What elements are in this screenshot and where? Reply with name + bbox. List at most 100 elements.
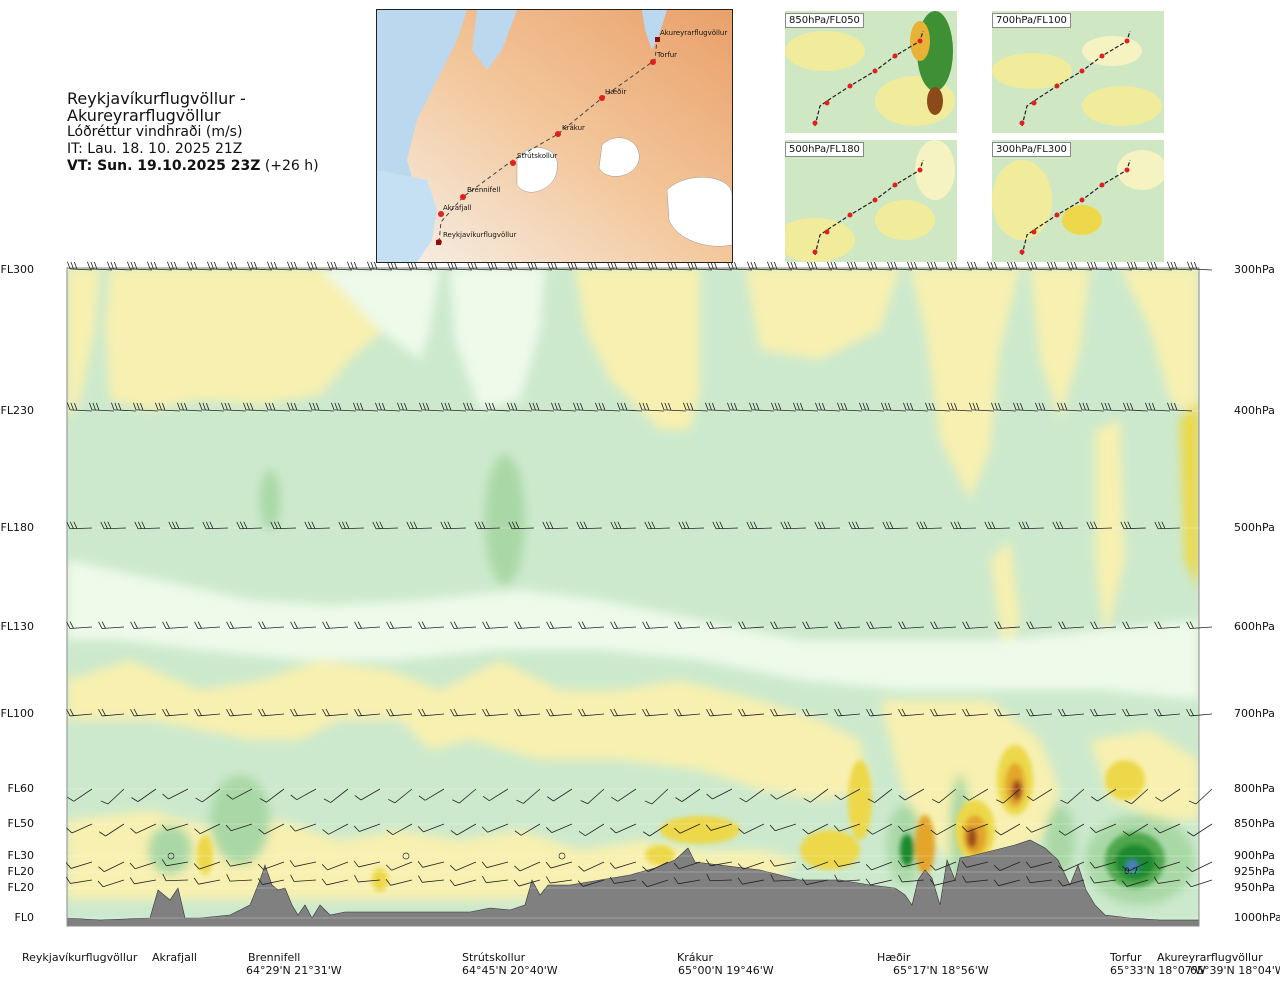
wind-barb bbox=[866, 823, 893, 835]
wind-barb bbox=[994, 708, 1021, 717]
wind-barb bbox=[98, 621, 125, 629]
wind-barb bbox=[347, 261, 373, 271]
wind-barb bbox=[595, 402, 621, 412]
wind-barb bbox=[130, 621, 157, 629]
wind-barb bbox=[450, 823, 477, 836]
wind-barb bbox=[1123, 402, 1149, 412]
thumbnail-850hpa[interactable]: 850hPa/FL050 bbox=[785, 11, 957, 133]
wind-barb bbox=[815, 402, 841, 412]
wind-barb bbox=[984, 521, 1011, 530]
wind-barb bbox=[827, 261, 853, 271]
station-coord: 65°33'N 18°07'W bbox=[1110, 964, 1206, 977]
wind-barb bbox=[848, 521, 875, 530]
wind-barb bbox=[780, 521, 807, 530]
thumbnail-700hpa[interactable]: 700hPa/FL100 bbox=[992, 11, 1164, 133]
wind-barb bbox=[770, 788, 797, 800]
wind-barb bbox=[1058, 861, 1085, 872]
station-name: Akureyrarflugvöllur bbox=[1157, 951, 1263, 964]
wind-barb bbox=[578, 823, 605, 836]
wind-barb bbox=[916, 521, 943, 530]
wind-barb bbox=[194, 823, 221, 835]
wind-barb bbox=[897, 823, 925, 832]
wind-barb bbox=[1013, 402, 1039, 412]
wind-barb bbox=[642, 823, 669, 837]
station-name: Akrafjall bbox=[152, 951, 197, 964]
wind-barb bbox=[609, 861, 637, 869]
wind-barb bbox=[769, 859, 797, 867]
wind-barb bbox=[834, 788, 861, 801]
wind-barb bbox=[87, 261, 113, 271]
wind-barb bbox=[514, 861, 541, 872]
wind-barb bbox=[866, 708, 893, 717]
wind-barb bbox=[162, 873, 189, 882]
thumbnail-500hpa[interactable]: 500hPa/FL180 bbox=[785, 140, 957, 262]
wind-barb bbox=[1025, 875, 1053, 884]
wind-barb bbox=[162, 788, 189, 800]
wind-barb bbox=[1058, 621, 1085, 629]
wind-barb bbox=[97, 879, 125, 888]
wind-barb bbox=[573, 402, 599, 412]
wind-barb bbox=[107, 261, 133, 271]
wind-barb bbox=[738, 708, 765, 717]
map-label-akrafjall: Akrafjall bbox=[443, 204, 472, 212]
pressure-label: 850hPa bbox=[1234, 817, 1275, 830]
wind-barb bbox=[1079, 402, 1105, 412]
wind-barb bbox=[307, 261, 333, 271]
pressure-label: 600hPa bbox=[1234, 620, 1275, 633]
wind-barb bbox=[134, 521, 161, 530]
wind-barb bbox=[327, 261, 353, 271]
wind-barb bbox=[111, 402, 137, 412]
wind-barb bbox=[386, 621, 413, 629]
wind-barb bbox=[930, 823, 957, 836]
wind-barb bbox=[100, 788, 125, 805]
wind-barb bbox=[866, 621, 893, 629]
wind-barb bbox=[202, 521, 229, 530]
wind-barb bbox=[996, 788, 1021, 804]
station-coord: 65°17'N 18°56'W bbox=[893, 964, 989, 977]
map-label-torfur: Torfur bbox=[657, 51, 678, 59]
wind-barb bbox=[991, 402, 1017, 412]
pressure-label: 400hPa bbox=[1234, 404, 1275, 417]
route-map[interactable]: Akureyrarflugvöllur Torfur Hæðir Krákur … bbox=[376, 9, 733, 263]
wind-barb bbox=[155, 402, 181, 412]
wind-barb bbox=[354, 875, 381, 883]
wind-barb bbox=[1087, 261, 1113, 271]
wind-barb bbox=[1186, 621, 1213, 629]
wind-barb bbox=[1186, 861, 1213, 873]
station-name: Torfur bbox=[1110, 951, 1142, 964]
wind-barb bbox=[387, 788, 413, 804]
wind-barb bbox=[290, 621, 317, 629]
wind-barb bbox=[1007, 261, 1033, 271]
thumbnail-300hpa[interactable]: 300hPa/FL300 bbox=[992, 140, 1164, 262]
wind-barb bbox=[994, 621, 1021, 629]
wind-barb bbox=[287, 402, 313, 412]
wind-barb bbox=[787, 261, 813, 271]
wind-barb bbox=[322, 621, 349, 629]
wind-barb bbox=[546, 621, 573, 629]
wind-barb bbox=[644, 521, 671, 530]
pressure-label: 800hPa bbox=[1234, 782, 1275, 795]
wind-barb bbox=[529, 402, 555, 412]
wind-barb bbox=[947, 261, 973, 271]
wind-barb bbox=[287, 261, 313, 271]
wind-barb bbox=[417, 823, 445, 833]
wind-barb bbox=[474, 521, 501, 530]
wind-barb bbox=[187, 261, 213, 271]
station-name: Reykjavíkurflugvöllur bbox=[22, 951, 138, 964]
wind-barb bbox=[354, 788, 381, 801]
wind-barb bbox=[450, 621, 477, 629]
wind-barb bbox=[738, 621, 765, 629]
wind-barb bbox=[898, 875, 925, 883]
wind-barb bbox=[304, 521, 331, 530]
wind-barb bbox=[770, 621, 797, 629]
fl-label: FL50 bbox=[7, 817, 34, 830]
wind-barb bbox=[481, 875, 509, 884]
wind-barb bbox=[375, 402, 401, 412]
wind-barb bbox=[482, 621, 509, 629]
fl-label: FL20 bbox=[7, 881, 34, 894]
wind-barb bbox=[674, 823, 701, 834]
wind-barb bbox=[66, 823, 93, 834]
wind-barb bbox=[545, 861, 573, 869]
thumbnail-850hpa-label: 850hPa/FL050 bbox=[785, 13, 864, 28]
wind-barb bbox=[1186, 823, 1213, 837]
